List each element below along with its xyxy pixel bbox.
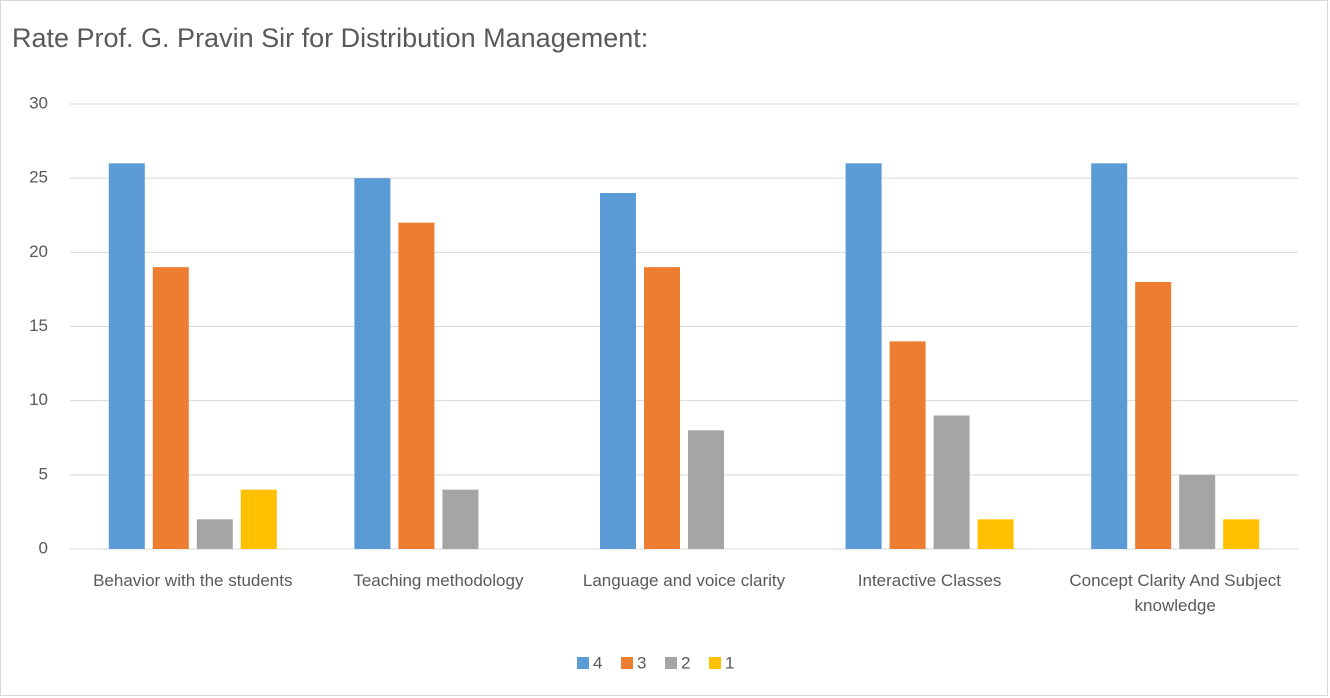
- bar: [1179, 474, 1216, 549]
- bar: [644, 267, 680, 549]
- bar: [688, 430, 724, 549]
- bar: [933, 415, 970, 549]
- x-tick-label: Interactive Classes: [857, 571, 1002, 590]
- bar: [845, 163, 882, 550]
- y-tick-label: 5: [39, 464, 48, 483]
- bar: [1135, 282, 1172, 549]
- bar: [196, 519, 233, 549]
- y-tick-label: 0: [39, 538, 48, 557]
- legend-swatch: [665, 657, 677, 669]
- legend-swatch: [621, 657, 633, 669]
- y-tick-label: 10: [29, 390, 48, 409]
- y-tick-label: 20: [29, 242, 48, 261]
- x-tick-label: Language and voice clarity: [582, 571, 786, 590]
- bar: [108, 163, 145, 550]
- x-tick-label: Behavior with the students: [93, 571, 293, 590]
- legend-label: 3: [637, 653, 646, 672]
- legend-label: 4: [593, 653, 602, 672]
- chart-title: Rate Prof. G. Pravin Sir for Distributio…: [12, 23, 648, 53]
- bar: [398, 222, 435, 549]
- y-tick-label: 30: [29, 93, 48, 112]
- bar: [977, 519, 1014, 549]
- legend-label: 1: [725, 653, 734, 672]
- y-tick-label: 25: [29, 168, 48, 187]
- x-tick-label: Concept Clarity And Subject knowledge: [1069, 571, 1282, 615]
- x-tick-label: Teaching methodology: [353, 571, 524, 590]
- bar: [600, 193, 636, 549]
- bar: [1091, 163, 1128, 550]
- bar: [889, 341, 926, 549]
- y-tick-label: 15: [29, 316, 48, 335]
- bar: [240, 489, 277, 549]
- legend-swatch: [577, 657, 589, 669]
- bar: [152, 267, 189, 549]
- legend-label: 2: [681, 653, 690, 672]
- bar: [354, 178, 391, 549]
- legend-swatch: [709, 657, 721, 669]
- bar: [442, 489, 479, 549]
- bar: [1223, 519, 1260, 549]
